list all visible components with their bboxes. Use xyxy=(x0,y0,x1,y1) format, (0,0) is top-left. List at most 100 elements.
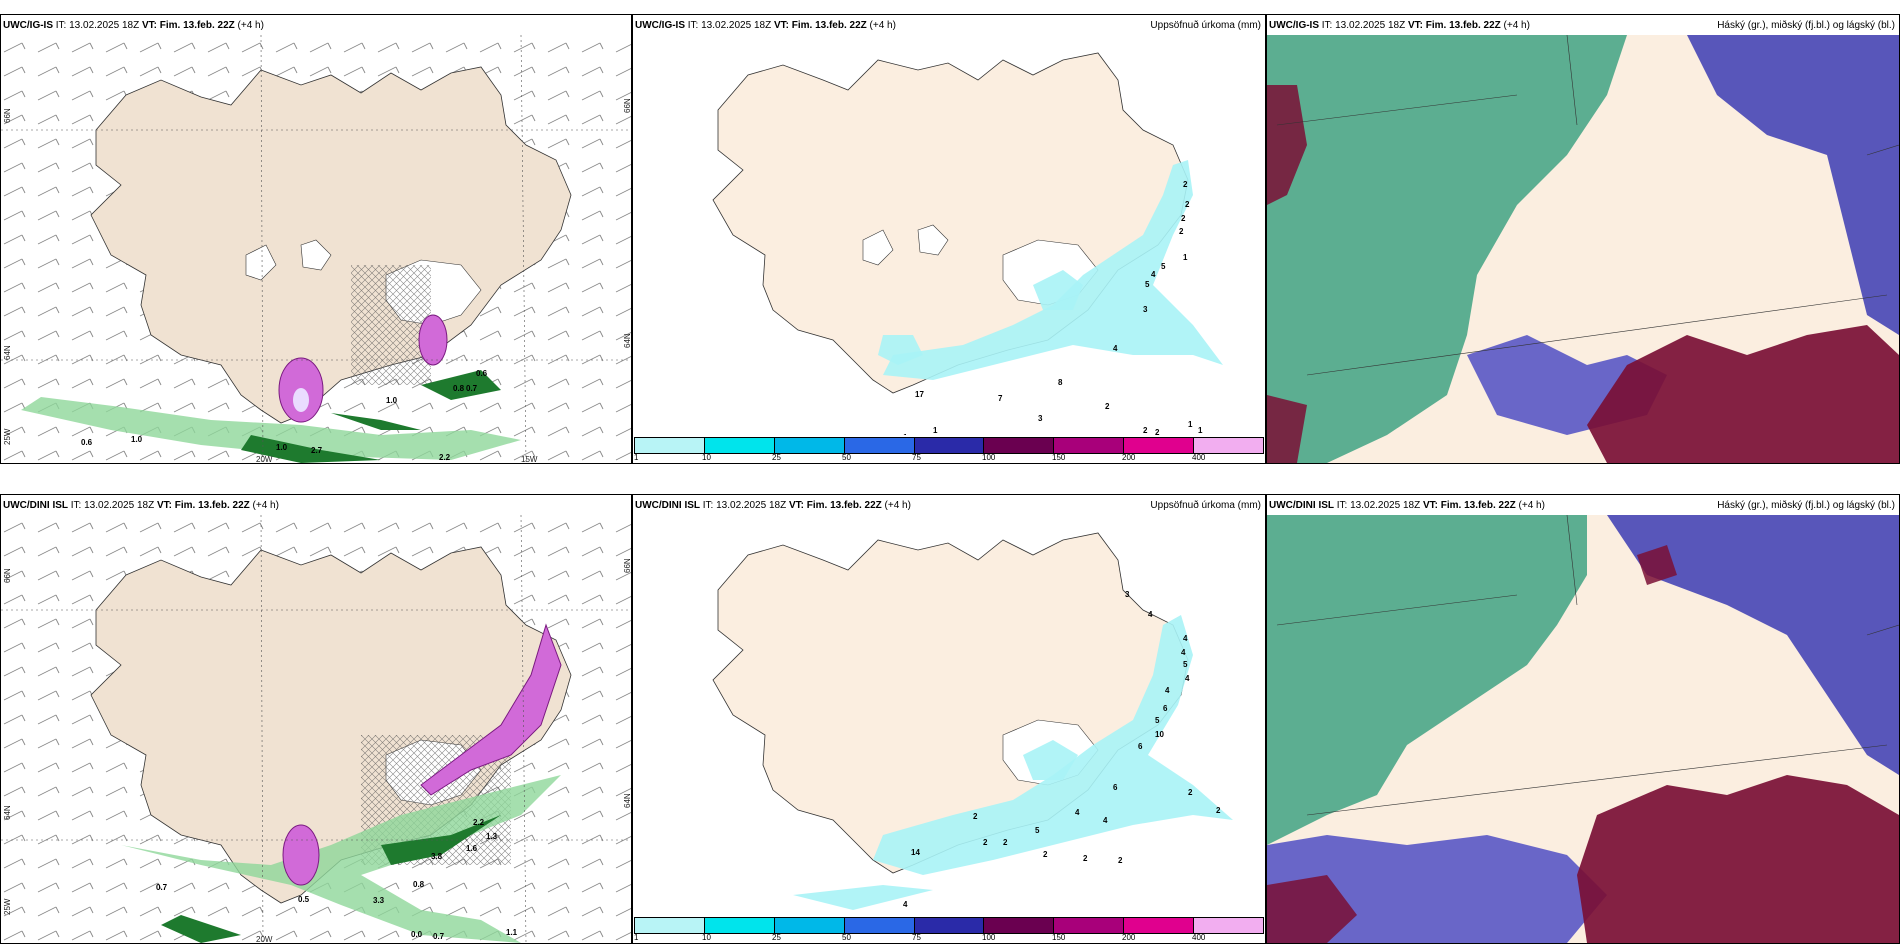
lat-label: 66N xyxy=(623,98,632,113)
precip-value: 2 xyxy=(1183,180,1188,189)
precip-value: 1 xyxy=(933,426,938,435)
precip-value: 1 xyxy=(1198,426,1203,435)
lat-label: 66N xyxy=(3,108,12,123)
precip-value: 2 xyxy=(1216,806,1221,815)
lon-label: 20W xyxy=(256,935,273,944)
panel-ig-wind: UWC/IG-IS IT: 13.02.2025 18Z VT: Fim. 13… xyxy=(0,14,632,464)
panel-dini-precip: UWC/DINI ISL IT: 13.02.2025 18Z VT: Fim.… xyxy=(632,494,1266,944)
colorbar-swatch xyxy=(774,438,845,453)
wind-value: 0.7 xyxy=(466,384,478,393)
colorbar-tick: 400 xyxy=(1192,453,1206,462)
precip-value: 2 xyxy=(1185,200,1190,209)
lat-label: 25W xyxy=(3,898,12,915)
precip-value: 2 xyxy=(1155,428,1160,435)
wind-value: 2.2 xyxy=(439,453,451,462)
model-name: UWC/DINI ISL xyxy=(635,500,700,511)
precip-value: 4 xyxy=(1075,808,1080,817)
model-name: UWC/IG-IS xyxy=(1269,20,1319,31)
green-wind-core xyxy=(161,815,501,943)
init-time: IT: 13.02.2025 18Z xyxy=(1319,20,1408,31)
boundary-lines xyxy=(1276,515,1899,816)
glacier xyxy=(245,239,332,281)
wind-value: 0.7 xyxy=(156,883,168,892)
precip-area xyxy=(883,160,1223,380)
latitude-lines xyxy=(1,129,631,361)
wind-value: 0.6 xyxy=(476,369,488,378)
precip-value: 4 xyxy=(1165,686,1170,695)
panel-title: UWC/IG-IS IT: 13.02.2025 18Z VT: Fim. 13… xyxy=(1269,20,1530,32)
colorbar-swatch xyxy=(844,438,915,453)
precip-value: 2 xyxy=(1179,227,1184,236)
field-title: Háský (gr.), miðský (fj.bl.) og lágský (… xyxy=(1717,500,1895,511)
precip-value: 6 xyxy=(1163,704,1168,713)
colorbar-swatch xyxy=(635,918,705,933)
model-name: UWC/DINI ISL xyxy=(1269,500,1334,511)
glacier xyxy=(862,224,949,266)
colorbar-tick: 25 xyxy=(772,933,781,942)
wind-value: 1.0 xyxy=(276,443,288,452)
mid-cloud-area xyxy=(1687,35,1899,335)
colorbar-swatch xyxy=(1124,438,1195,453)
hatch-region xyxy=(351,265,431,385)
colorbar-tick: 200 xyxy=(1122,933,1136,942)
mid-cloud-area xyxy=(1607,515,1899,775)
precip-value: 2 xyxy=(973,812,978,821)
field-title: Uppsöfnuð úrkoma (mm) xyxy=(1150,500,1261,511)
colorbar-ticks: 1 10 25 50 75 100 150 200 400 xyxy=(634,453,1264,463)
precip-value: 2 xyxy=(1043,850,1048,859)
colorbar-swatch xyxy=(844,918,915,933)
precip-value: 4 xyxy=(1148,610,1153,619)
low-cloud-area xyxy=(1267,545,1677,943)
lat-label: 64N xyxy=(623,793,632,808)
model-name: UWC/DINI ISL xyxy=(3,500,68,511)
boundary-lines xyxy=(1276,35,1899,376)
wind-value: 1.0 xyxy=(131,435,143,444)
latitude-lines xyxy=(1,609,631,841)
map-wind-dini: 0.7 0.5 3.3 3.8 0.8 1.6 1.3 2.2 0.0 0.7 … xyxy=(1,515,631,943)
wind-value: 3.8 xyxy=(431,852,443,861)
colorbar-swatch xyxy=(635,438,705,453)
precip-value: 2 xyxy=(983,838,988,847)
green-wind-band xyxy=(121,775,561,943)
precip-value: 2 xyxy=(1083,854,1088,863)
wind-value: 0.0 xyxy=(411,930,423,939)
colorbar-swatch xyxy=(984,438,1055,453)
precip-area xyxy=(873,615,1233,875)
precip-value: 3 xyxy=(1125,590,1130,599)
precip-value: 5 xyxy=(1161,262,1166,271)
colorbar-swatch xyxy=(914,438,985,453)
precip-area xyxy=(878,270,1083,365)
magenta-core xyxy=(418,314,448,366)
low-cloud-area xyxy=(1267,85,1307,463)
precip-value: 4 xyxy=(1183,634,1188,643)
colorbar-tick: 25 xyxy=(772,453,781,462)
colorbar-tick: 10 xyxy=(702,933,711,942)
valid-time: VT: Fim. 13.feb. 22Z xyxy=(141,20,235,31)
precip-value: 5 xyxy=(1035,826,1040,835)
colorbar-swatch xyxy=(914,918,985,933)
field-title: Háský (gr.), miðský (fj.bl.) og lágský (… xyxy=(1717,20,1895,31)
lead-time: (+4 h) xyxy=(234,20,264,31)
map-precip-ig: 2 2 2 2 5 4 5 1 3 4 8 7 2 3 1 1 2 2 1 1 … xyxy=(712,52,1223,435)
colorbar-swatch xyxy=(1194,918,1264,933)
colorbar-tick: 200 xyxy=(1122,453,1136,462)
colorbar-swatch xyxy=(984,918,1055,933)
wind-value: 1.3 xyxy=(486,832,498,841)
precip-value: 1 xyxy=(1188,420,1193,429)
magenta-band xyxy=(420,623,562,796)
precip-value: 4 xyxy=(1181,648,1186,657)
lat-label: 64N xyxy=(3,805,12,820)
precip-value: 6 xyxy=(1113,783,1118,792)
lat-label: 25W xyxy=(3,428,12,445)
lead-time: (+4 h) xyxy=(249,500,279,511)
map-wind-ig: 0.6 1.0 1.0 2.7 0.6 0.7 0.8 1.0 2.2 xyxy=(1,35,631,463)
colorbar-tick: 1 xyxy=(634,453,639,462)
lat-label: 66N xyxy=(3,568,12,583)
colorbar-swatch xyxy=(1194,438,1264,453)
panel-title: UWC/IG-IS IT: 13.02.2025 18Z VT: Fim. 13… xyxy=(635,20,896,32)
panel-title: UWC/DINI ISL IT: 13.02.2025 18Z VT: Fim.… xyxy=(3,500,279,512)
green-wind-band xyxy=(21,397,521,460)
colorbar-swatch xyxy=(1054,918,1125,933)
colorbar-swatches xyxy=(634,437,1264,454)
colorbar-tick: 75 xyxy=(912,453,921,462)
